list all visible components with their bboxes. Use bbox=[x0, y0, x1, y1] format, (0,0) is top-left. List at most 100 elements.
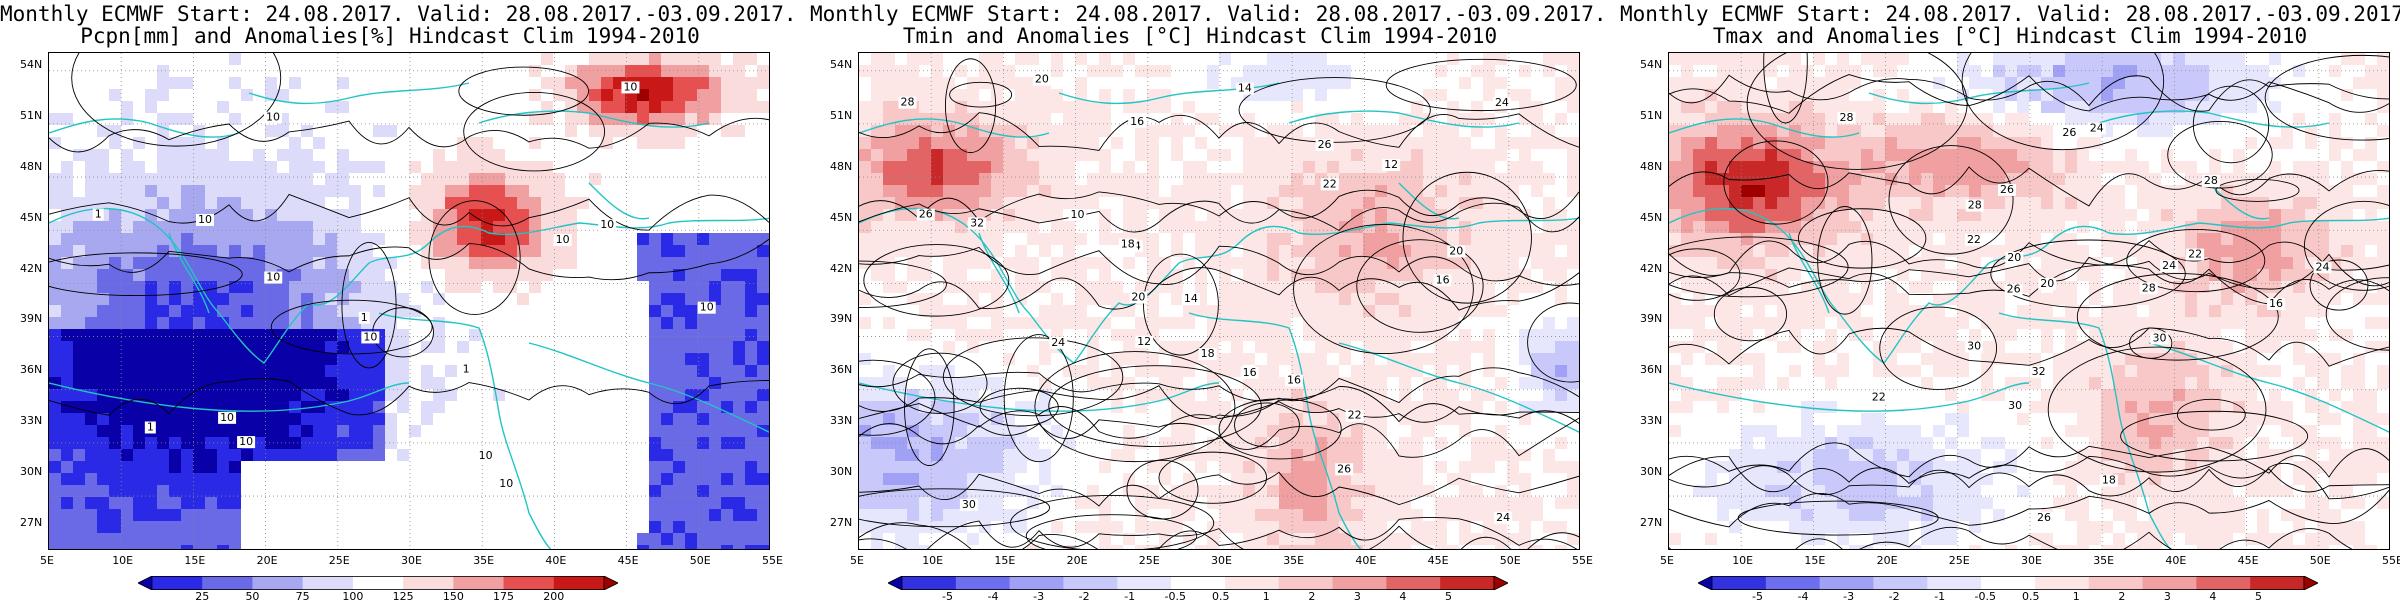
colorbar-label: -4 bbox=[988, 590, 999, 603]
colorbar-label: 50 bbox=[245, 590, 259, 603]
lat-tick-label: 30N bbox=[20, 465, 42, 478]
lon-tick-label: 50E bbox=[1500, 554, 1521, 567]
colorbar-segment bbox=[902, 576, 956, 590]
colorbar-label: -3 bbox=[1033, 590, 1044, 603]
lon-tick-label: 45E bbox=[2238, 554, 2259, 567]
lon-tick-label: 25E bbox=[1949, 554, 1970, 567]
lon-tick-label: 20E bbox=[1067, 554, 1088, 567]
contour-label: 30 bbox=[2153, 331, 2167, 344]
colorbar-label: 1 bbox=[2073, 590, 2080, 603]
contour-label: 22 bbox=[1323, 177, 1337, 190]
colorbar-segment bbox=[152, 576, 203, 590]
contour-label: 16 bbox=[2269, 297, 2283, 310]
colorbar-label: 5 bbox=[1445, 590, 1452, 603]
lon-tick-label: 10E bbox=[112, 554, 133, 567]
contour-label: 26 bbox=[919, 208, 933, 221]
contour-label: 10 bbox=[239, 435, 253, 448]
panel-title-line1: Monthly ECMWF Start: 24.08.2017. Valid: … bbox=[1620, 2, 2400, 26]
contour-label: 10 bbox=[700, 301, 714, 314]
colorbar-label: 4 bbox=[1399, 590, 1406, 603]
lat-tick-label: 45N bbox=[1640, 211, 1662, 224]
contour-label: 22 bbox=[1872, 390, 1886, 403]
colorbar-label: 75 bbox=[296, 590, 310, 603]
colorbar-label: -2 bbox=[1079, 590, 1090, 603]
tmin-map: 1214162014161812241816202426222820263032… bbox=[858, 52, 1580, 550]
colorbar-segment bbox=[1171, 576, 1225, 590]
contour-label: 10 bbox=[266, 111, 280, 124]
colorbar-arrow-left bbox=[888, 576, 902, 590]
colorbar-label: -0.5 bbox=[1974, 590, 1995, 603]
contour-label: 1 bbox=[463, 363, 470, 376]
contour-label: 32 bbox=[970, 216, 984, 229]
colorbar-label: 3 bbox=[1354, 590, 1361, 603]
colorbar-segment bbox=[1873, 576, 1927, 590]
lat-tick-label: 39N bbox=[830, 312, 852, 325]
contour-label: 10 bbox=[266, 271, 280, 284]
colorbar-segment bbox=[1820, 576, 1874, 590]
lon-tick-label: 5E bbox=[40, 554, 54, 567]
contour-label: 18 bbox=[2102, 474, 2116, 487]
contour-label: 28 bbox=[900, 96, 914, 109]
lon-tick-label: 45E bbox=[618, 554, 639, 567]
contour-label: 10 bbox=[623, 80, 637, 93]
lon-tick-label: 30E bbox=[401, 554, 422, 567]
colorbar-svg bbox=[138, 576, 618, 590]
colorbar-segment bbox=[303, 576, 354, 590]
contour-label: 26 bbox=[2007, 282, 2021, 295]
contour-label: 10 bbox=[479, 449, 493, 462]
lat-tick-label: 48N bbox=[20, 160, 42, 173]
colorbar-label: 5 bbox=[2255, 590, 2262, 603]
contour-label: 18 bbox=[1201, 347, 1215, 360]
lat-tick-label: 36N bbox=[1640, 363, 1662, 376]
contour-label: 16 bbox=[1243, 366, 1257, 379]
contour-label: 22 bbox=[1967, 233, 1981, 246]
lon-tick-label: 5E bbox=[1660, 554, 1674, 567]
lon-tick-label: 20E bbox=[1877, 554, 1898, 567]
colorbar-label: 2 bbox=[1308, 590, 1315, 603]
colorbar-label: -2 bbox=[1889, 590, 1900, 603]
colorbar-label: 1 bbox=[1263, 590, 1270, 603]
contour-label: 24 bbox=[2162, 259, 2176, 272]
lat-tick-label: 39N bbox=[20, 312, 42, 325]
colorbar-segment bbox=[1010, 576, 1064, 590]
lat-tick-label: 36N bbox=[830, 363, 852, 376]
tmax-colorbar bbox=[1698, 576, 2318, 590]
lat-tick-label: 51N bbox=[830, 109, 852, 122]
contour-label: 10 bbox=[198, 213, 212, 226]
lat-tick-label: 42N bbox=[1640, 262, 1662, 275]
colorbar-segment bbox=[453, 576, 504, 590]
contour-label: 18 bbox=[1121, 237, 1135, 250]
map-canvas: 1214162014161812241816202426222820263032… bbox=[859, 53, 1580, 550]
colorbar-segment bbox=[2035, 576, 2089, 590]
panel-title-line2: Tmin and Anomalies [°C] Hindcast Clim 19… bbox=[810, 24, 1590, 48]
colorbar-segment bbox=[1981, 576, 2035, 590]
contour-label: 16 bbox=[1130, 115, 1144, 128]
panel-title-line2: Tmax and Anomalies [°C] Hindcast Clim 19… bbox=[1620, 24, 2400, 48]
lon-tick-label: 50E bbox=[2310, 554, 2331, 567]
colorbar-arrow-left bbox=[1698, 576, 1712, 590]
contour-label: 24 bbox=[2315, 260, 2329, 273]
lon-tick-label: 35E bbox=[473, 554, 494, 567]
lat-tick-label: 33N bbox=[1640, 414, 1662, 427]
colorbar-label: 0.5 bbox=[1212, 590, 1230, 603]
colorbar-label: 3 bbox=[2164, 590, 2171, 603]
colorbar-segment bbox=[1440, 576, 1494, 590]
lat-tick-label: 45N bbox=[20, 211, 42, 224]
lat-tick-label: 42N bbox=[20, 262, 42, 275]
contour-label: 20 bbox=[1131, 290, 1145, 303]
contour-label: 30 bbox=[2008, 399, 2022, 412]
lon-tick-label: 25E bbox=[329, 554, 350, 567]
colorbar-label: 25 bbox=[195, 590, 209, 603]
lat-tick-label: 30N bbox=[830, 465, 852, 478]
colorbar-arrow-right bbox=[604, 576, 618, 590]
lon-tick-label: 15E bbox=[1804, 554, 1825, 567]
contour-label: 26 bbox=[2000, 183, 2014, 196]
contour-label: 24 bbox=[1495, 96, 1509, 109]
colorbar-segment bbox=[504, 576, 555, 590]
colorbar-segment bbox=[403, 576, 454, 590]
colorbar-label: 150 bbox=[443, 590, 464, 603]
contour-label: 10 bbox=[363, 330, 377, 343]
contour-label: 20 bbox=[1035, 73, 1049, 86]
lat-tick-label: 54N bbox=[830, 58, 852, 71]
